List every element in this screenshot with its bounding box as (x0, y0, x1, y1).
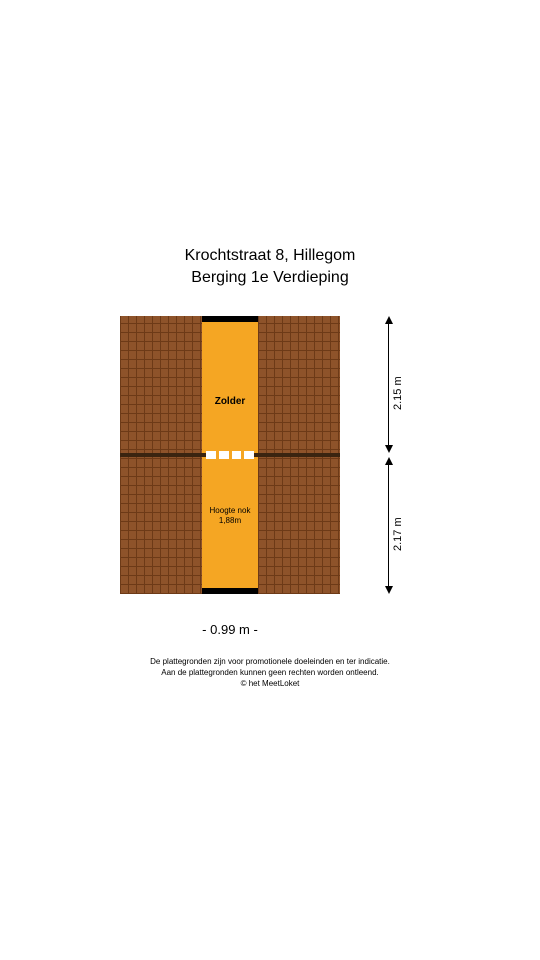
dimension-bottom: - 0.99 m - (120, 622, 340, 637)
height-label-line1: Hoogte nok (210, 506, 251, 515)
dimensions-right: 2.15 m 2.17 m (380, 316, 440, 594)
dim-right-2: 2.17 m (380, 457, 440, 594)
disclaimer-line1: De plattegronden zijn voor promotionele … (80, 657, 460, 668)
title-block: Krochtstraat 8, Hillegom Berging 1e Verd… (0, 245, 540, 288)
dim-bottom-suffix: - (250, 622, 258, 637)
title-address: Krochtstraat 8, Hillegom (0, 245, 540, 267)
disclaimer: De plattegronden zijn voor promotionele … (80, 657, 460, 689)
dim-right-1-label: 2.15 m (392, 377, 404, 411)
dim-bottom-label: 0.99 m (210, 622, 250, 637)
disclaimer-line2: Aan de plattegronden kunnen geen rechten… (80, 668, 460, 679)
dim-right-2-label: 2.17 m (392, 518, 404, 552)
height-label-line2: 1,88m (219, 516, 241, 525)
wall-top (202, 316, 258, 322)
disclaimer-line3: © het MeetLoket (80, 679, 460, 690)
room-label: Zolder (120, 396, 340, 407)
height-label: Hoogte nok 1,88m (120, 506, 340, 525)
plan-area: Zolder Hoogte nok 1,88m 2.15 m 2.17 m - … (80, 316, 460, 689)
floorplan: Zolder Hoogte nok 1,88m (120, 316, 340, 594)
wall-bottom (202, 588, 258, 594)
floorplan-document: Krochtstraat 8, Hillegom Berging 1e Verd… (0, 245, 540, 690)
ridge-feature (206, 451, 254, 459)
dim-bottom-prefix: - (202, 622, 210, 637)
title-floor: Berging 1e Verdieping (0, 267, 540, 289)
dim-right-1: 2.15 m (380, 316, 440, 453)
